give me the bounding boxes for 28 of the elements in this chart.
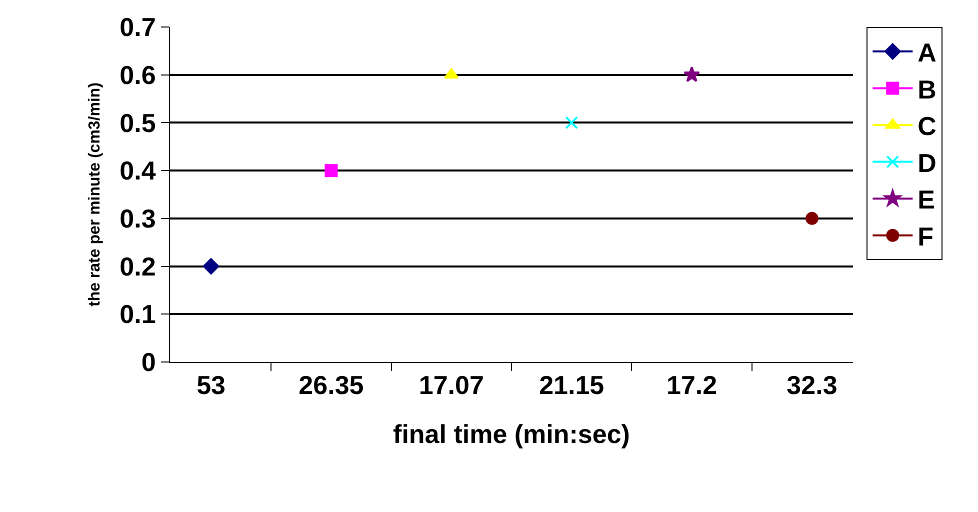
legend-label: D [918, 148, 936, 178]
legend-label: E [918, 184, 936, 215]
point [683, 66, 700, 82]
y-tick-label: 0.2 [120, 251, 156, 282]
x-tick-label: 26.35 [298, 370, 364, 400]
x-tick-label: 17.2 [666, 370, 718, 400]
y-tick-label: 0.1 [120, 299, 156, 330]
point [324, 164, 338, 178]
y-tick-label: 0.7 [120, 12, 156, 42]
point [444, 68, 459, 79]
legend-label: A [918, 38, 937, 68]
y-axis-title: the rate per minute (cm3/min) [86, 82, 104, 307]
legend-label: C [918, 111, 937, 142]
y-tick-label: 0.4 [120, 156, 156, 186]
y-tick-label: 0.6 [120, 60, 156, 90]
x-tick-label: 32.3 [786, 370, 838, 400]
legend-label: B [918, 74, 936, 104]
y-tick-label: 0 [141, 347, 156, 378]
y-tick-label: 0.3 [120, 204, 156, 234]
point [565, 116, 578, 130]
x-tick-label: 21.15 [539, 370, 604, 400]
y-tick-label: 0.5 [120, 108, 156, 138]
point [202, 258, 220, 274]
x-tick-label: 17.07 [418, 370, 484, 400]
point [805, 212, 818, 225]
x-axis-title: final time (min:sec) [393, 418, 630, 449]
legend-label: F [918, 222, 934, 252]
x-tick-label: 53 [196, 370, 226, 400]
